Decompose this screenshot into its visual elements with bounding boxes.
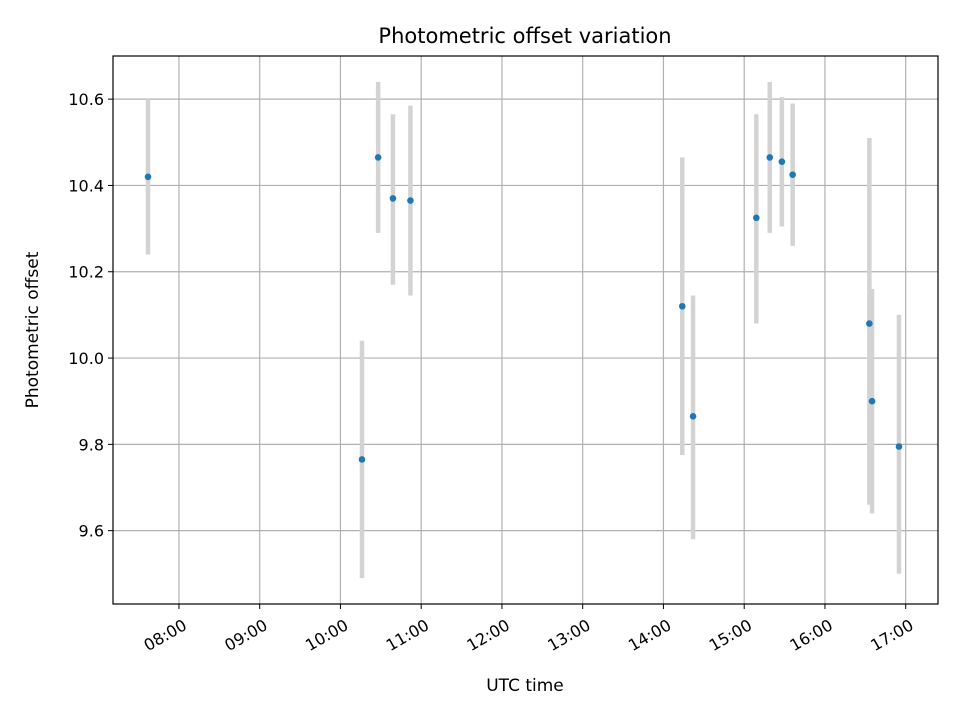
data-point [866,320,873,327]
data-points [144,154,903,463]
x-tick-label: 15:00 [706,615,755,655]
data-point [895,443,903,450]
y-tick-label: 10.6 [68,90,104,109]
data-point [358,456,366,463]
data-point [778,158,786,166]
data-point [689,412,697,420]
x-tick-label: 09:00 [221,615,270,655]
x-tick-label: 08:00 [141,615,190,655]
data-point [766,154,774,161]
x-tick-label: 14:00 [625,615,674,655]
y-tick-label: 10.2 [68,263,104,282]
y-tick-label: 9.6 [79,522,104,541]
grid-lines [113,56,938,604]
x-tick-label: 17:00 [867,615,916,655]
x-tick-label: 10:00 [302,615,351,655]
data-point [789,171,796,178]
y-tick-label: 10.4 [68,176,104,195]
data-point [374,154,382,161]
plot-frame [112,55,939,605]
data-point [868,397,876,405]
data-point [753,214,760,222]
y-tick-label: 10.0 [68,349,104,368]
y-axis-label: Photometric offset [23,251,43,408]
x-tick-label: 11:00 [383,615,432,655]
error-bars [145,81,902,579]
y-tick-label: 9.8 [79,435,104,454]
chart-title: Photometric offset variation [378,24,671,48]
data-point [407,197,414,204]
x-tick-label: 13:00 [544,615,593,655]
x-tick-label: 16:00 [787,615,836,655]
x-axis-label: UTC time [486,676,564,696]
data-point [389,195,397,202]
x-tick-label: 12:00 [464,615,513,655]
data-point [144,173,152,181]
data-point [678,302,686,310]
